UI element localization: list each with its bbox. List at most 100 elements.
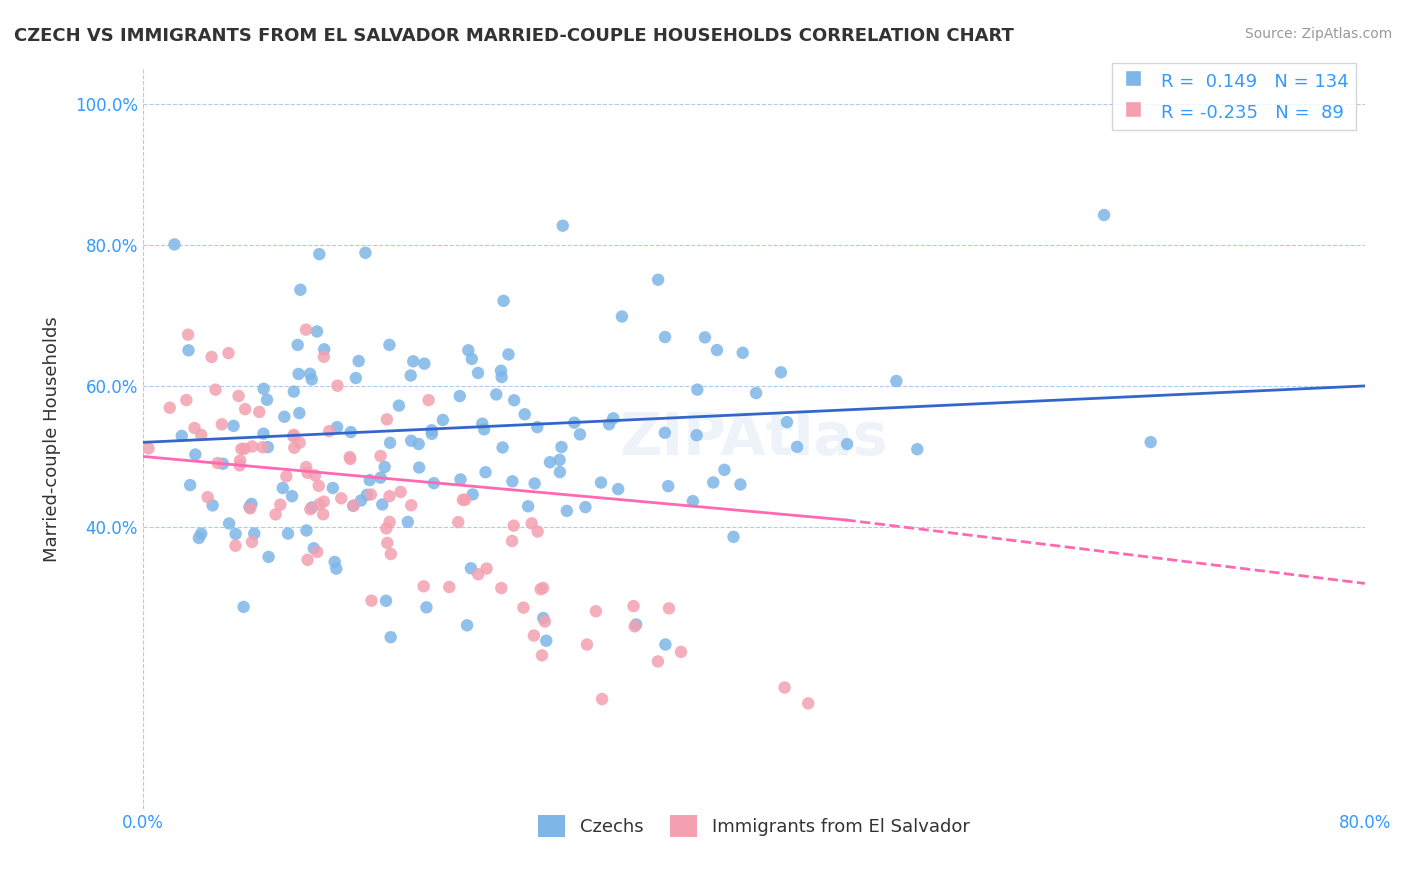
Czechs [375, 594, 398, 608]
Czechs [218, 516, 240, 531]
Czechs [485, 387, 508, 401]
Immigrants from El Salvador [304, 468, 326, 483]
Czechs [359, 473, 381, 487]
Immigrants from El Salvador [339, 450, 361, 465]
Czechs [420, 426, 443, 441]
Immigrants from El Salvador [534, 615, 557, 629]
Immigrants from El Salvador [231, 442, 253, 456]
Czechs [498, 347, 520, 361]
Czechs [589, 475, 612, 490]
Czechs [1139, 435, 1161, 450]
Immigrants from El Salvador [647, 655, 669, 669]
Czechs [256, 392, 278, 407]
Immigrants from El Salvador [138, 442, 160, 456]
Immigrants from El Salvador [312, 350, 335, 364]
Immigrants from El Salvador [375, 412, 398, 426]
Immigrants from El Salvador [307, 545, 329, 559]
Immigrants from El Salvador [330, 491, 353, 506]
Czechs [647, 273, 669, 287]
Czechs [344, 371, 367, 385]
Czechs [474, 465, 496, 479]
Czechs [602, 411, 624, 425]
Czechs [170, 429, 193, 443]
Czechs [654, 638, 676, 652]
Czechs [257, 440, 280, 454]
Immigrants from El Salvador [530, 648, 553, 663]
Immigrants from El Salvador [211, 417, 233, 432]
Immigrants from El Salvador [451, 492, 474, 507]
Czechs [354, 245, 377, 260]
Immigrants from El Salvador [297, 466, 319, 480]
Immigrants from El Salvador [312, 494, 335, 508]
Czechs [322, 481, 344, 495]
Immigrants from El Salvador [658, 601, 681, 615]
Czechs [536, 633, 558, 648]
Czechs [713, 463, 735, 477]
Czechs [693, 330, 716, 344]
Czechs [492, 293, 515, 308]
Immigrants from El Salvador [276, 469, 298, 483]
Czechs [786, 440, 808, 454]
Czechs [314, 343, 336, 357]
Czechs [232, 599, 254, 614]
Czechs [243, 526, 266, 541]
Immigrants from El Salvador [585, 604, 607, 618]
Czechs [299, 367, 322, 381]
Czechs [686, 383, 709, 397]
Immigrants from El Salvador [797, 696, 820, 710]
Czechs [460, 561, 482, 575]
Immigrants from El Salvador [318, 424, 340, 438]
Czechs [467, 366, 489, 380]
Immigrants from El Salvador [283, 427, 305, 442]
Immigrants from El Salvador [207, 456, 229, 470]
Czechs [598, 417, 620, 432]
Immigrants from El Salvador [228, 458, 250, 473]
Czechs [420, 423, 443, 437]
Czechs [301, 372, 323, 386]
Czechs [374, 459, 396, 474]
Immigrants from El Salvador [412, 579, 434, 593]
Immigrants from El Salvador [295, 323, 318, 337]
Czechs [222, 418, 245, 433]
Czechs [456, 618, 478, 632]
Legend: Czechs, Immigrants from El Salvador: Czechs, Immigrants from El Salvador [531, 808, 977, 845]
Czechs [305, 325, 328, 339]
Immigrants from El Salvador [439, 580, 461, 594]
Czechs [281, 489, 304, 503]
Immigrants from El Salvador [247, 405, 270, 419]
Immigrants from El Salvador [283, 441, 305, 455]
Immigrants from El Salvador [224, 539, 246, 553]
Czechs [212, 457, 235, 471]
Czechs [423, 476, 446, 491]
Immigrants from El Salvador [531, 581, 554, 595]
Czechs [179, 478, 201, 492]
Immigrants from El Salvador [520, 516, 543, 531]
Czechs [531, 611, 554, 625]
Immigrants from El Salvador [240, 535, 263, 549]
Czechs [568, 427, 591, 442]
Czechs [548, 453, 571, 467]
Czechs [277, 526, 299, 541]
Immigrants from El Salvador [339, 451, 361, 466]
Czechs [449, 389, 471, 403]
Czechs [371, 498, 394, 512]
Immigrants from El Salvador [312, 508, 335, 522]
Immigrants from El Salvador [239, 501, 262, 516]
Immigrants from El Salvador [591, 692, 613, 706]
Text: ZIPAtlas: ZIPAtlas [620, 410, 889, 467]
Czechs [253, 382, 276, 396]
Text: CZECH VS IMMIGRANTS FROM EL SALVADOR MARRIED-COUPLE HOUSEHOLDS CORRELATION CHART: CZECH VS IMMIGRANTS FROM EL SALVADOR MAR… [14, 27, 1014, 45]
Czechs [551, 219, 574, 233]
Immigrants from El Salvador [530, 582, 553, 597]
Czechs [1092, 208, 1115, 222]
Czechs [457, 343, 479, 358]
Immigrants from El Salvador [288, 435, 311, 450]
Immigrants from El Salvador [360, 487, 382, 501]
Czechs [378, 338, 401, 352]
Czechs [323, 555, 346, 569]
Immigrants from El Salvador [297, 553, 319, 567]
Czechs [399, 368, 422, 383]
Czechs [347, 354, 370, 368]
Immigrants from El Salvador [269, 498, 291, 512]
Immigrants from El Salvador [523, 628, 546, 642]
